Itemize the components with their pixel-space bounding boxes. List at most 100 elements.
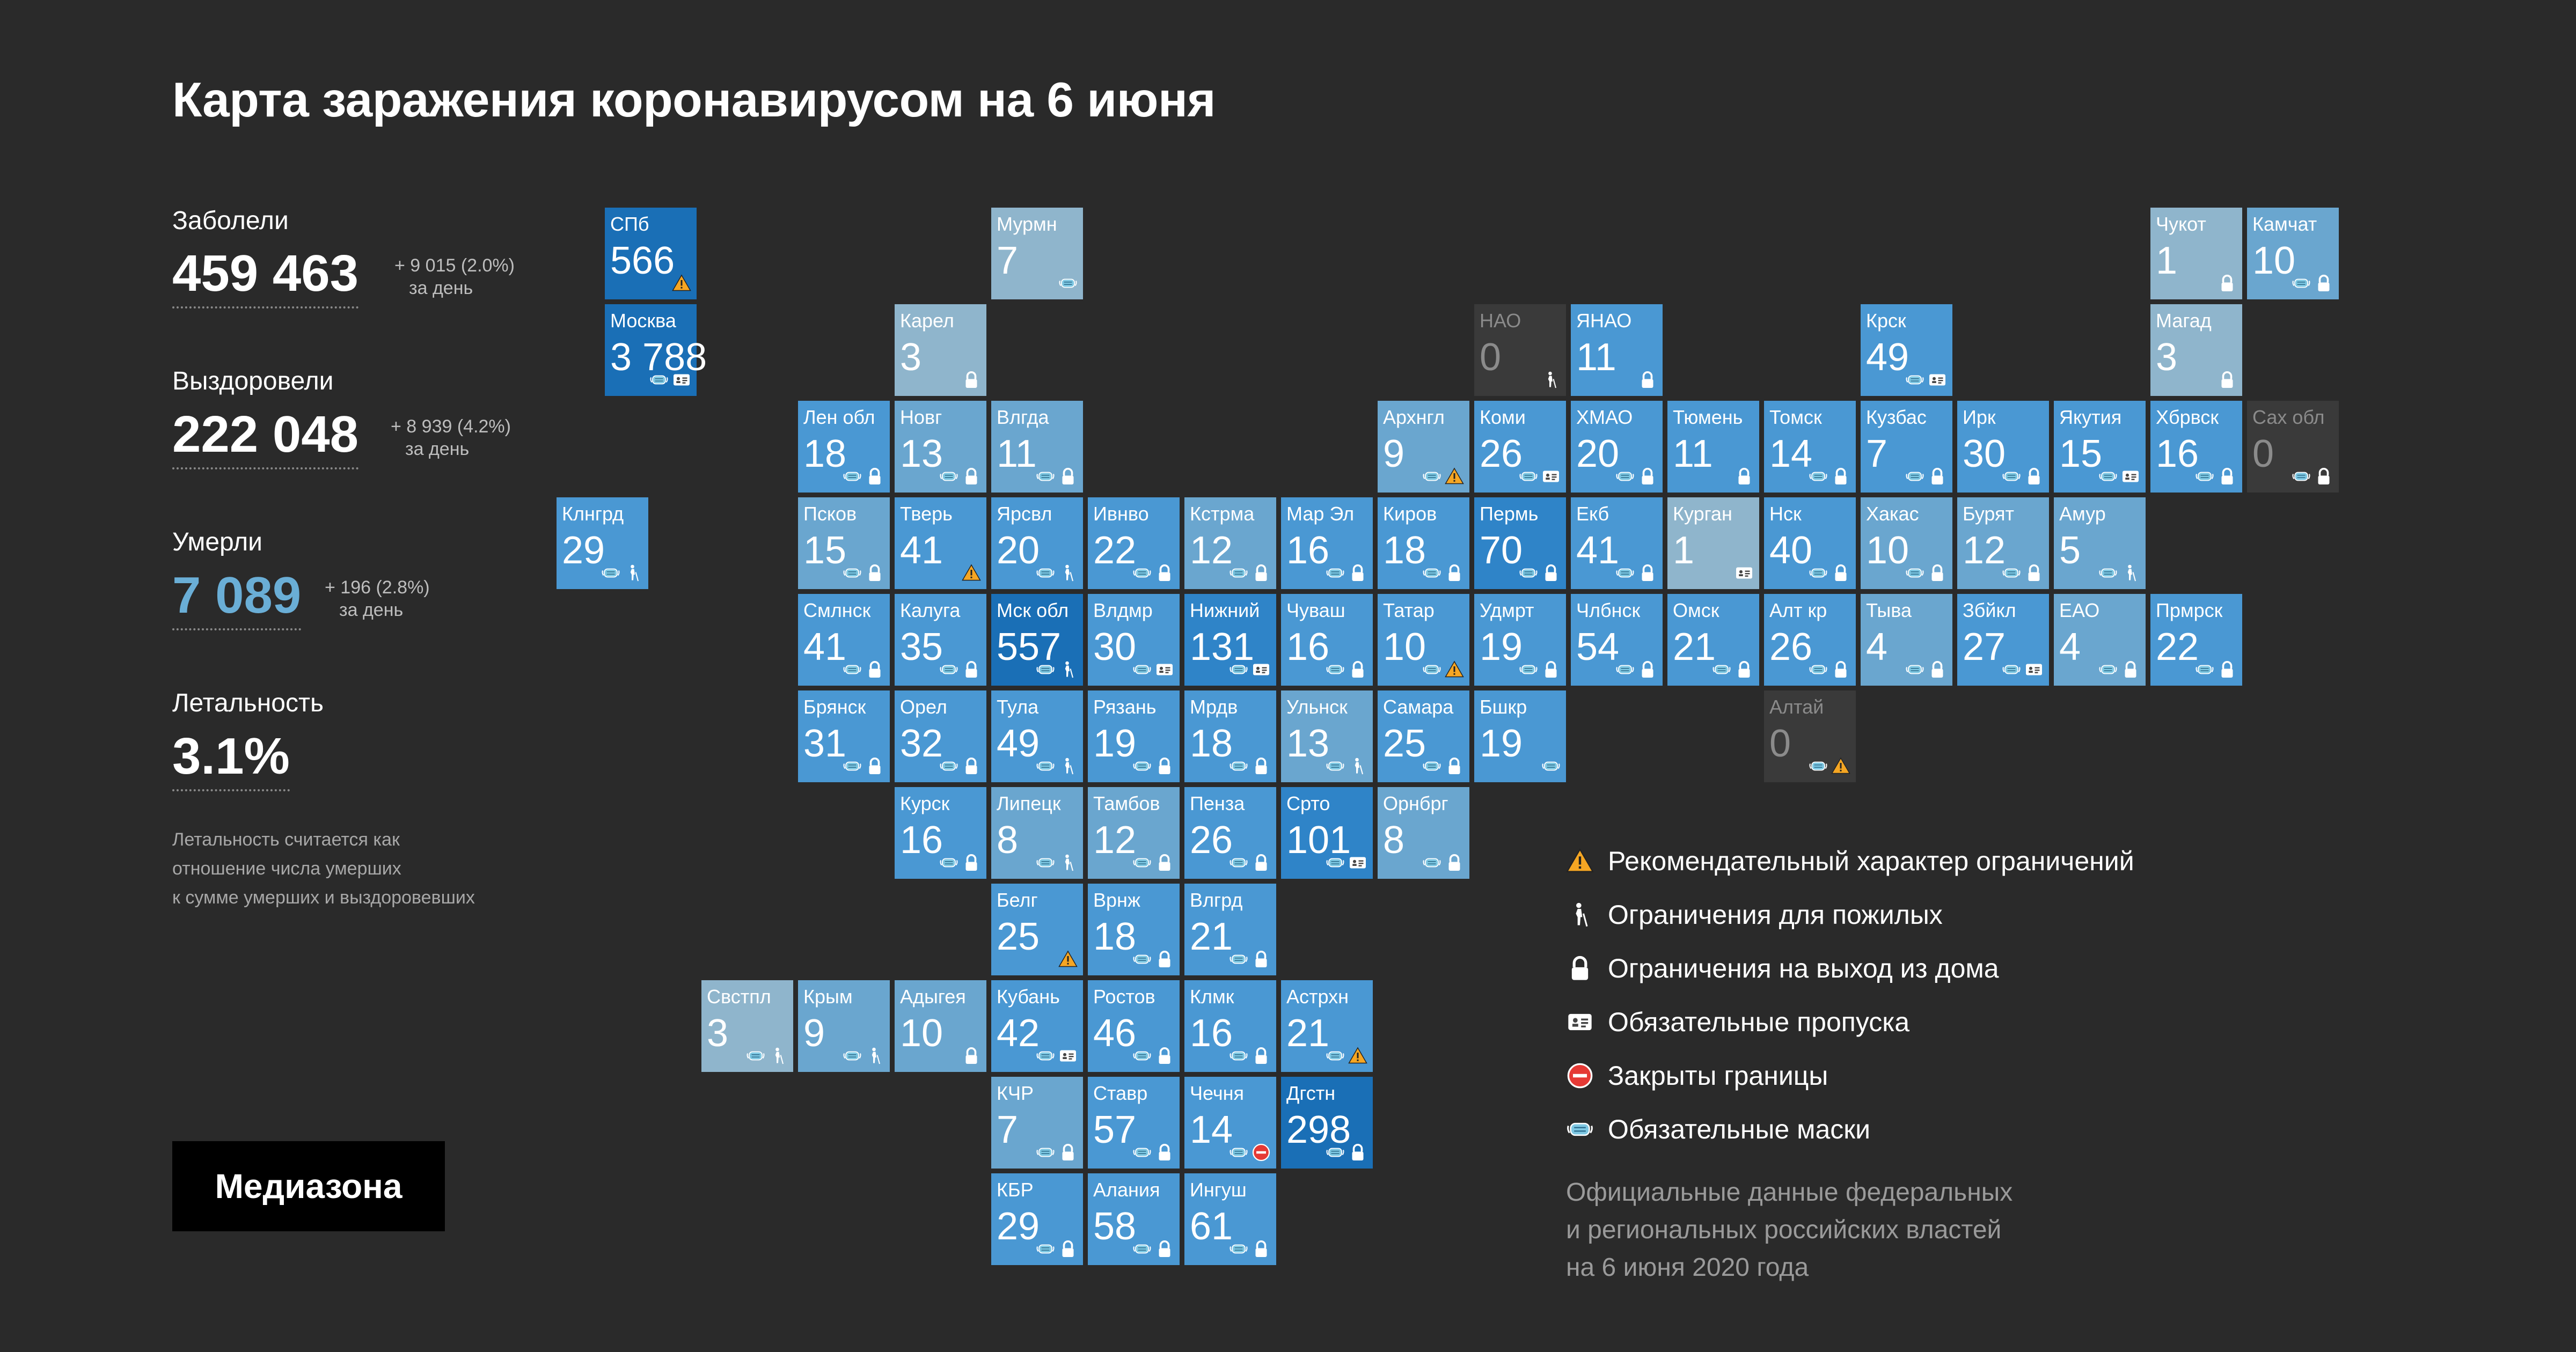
- region-tile[interactable]: Дгстн 298: [1281, 1077, 1373, 1169]
- region-tile[interactable]: Адыгея 10: [895, 980, 986, 1072]
- region-tile[interactable]: КЧР 7: [991, 1077, 1083, 1169]
- region-cases: 3: [2156, 336, 2178, 379]
- pass-icon: [672, 370, 691, 390]
- region-tile[interactable]: Рязань 19: [1088, 690, 1180, 782]
- region-tile[interactable]: Тверь 41: [895, 497, 986, 589]
- region-tile[interactable]: Влдмр 30: [1088, 594, 1180, 686]
- region-tile[interactable]: Ростов 46: [1088, 980, 1180, 1072]
- region-tile[interactable]: Чукот 1: [2150, 208, 2242, 299]
- region-tile[interactable]: Алт кр 26: [1764, 594, 1856, 686]
- region-cases: 7: [1866, 432, 1888, 475]
- region-tile[interactable]: Хакас 10: [1861, 497, 1952, 589]
- region-tile[interactable]: Карел 3: [895, 304, 986, 396]
- region-tile[interactable]: Тюмень 11: [1667, 401, 1759, 493]
- region-tile[interactable]: Клмк 16: [1184, 980, 1276, 1072]
- lock-icon: [1252, 853, 1271, 872]
- region-tile[interactable]: Татар 10: [1378, 594, 1469, 686]
- region-tile[interactable]: Коми 26: [1474, 401, 1566, 493]
- region-tile[interactable]: Чечня 14: [1184, 1077, 1276, 1169]
- region-tile[interactable]: Липецк 8: [991, 787, 1083, 879]
- region-label: Нижний: [1190, 599, 1260, 621]
- region-tile[interactable]: Кузбас 7: [1861, 401, 1952, 493]
- region-tile[interactable]: Тыва 4: [1861, 594, 1952, 686]
- region-tile[interactable]: Влгрд 21: [1184, 884, 1276, 975]
- region-tile[interactable]: Псков 15: [798, 497, 890, 589]
- region-tile[interactable]: Амур 5: [2054, 497, 2146, 589]
- region-tile[interactable]: Томск 14: [1764, 401, 1856, 493]
- region-tile[interactable]: Курск 16: [895, 787, 986, 879]
- region-tile[interactable]: ХМАО 20: [1571, 401, 1663, 493]
- mediazona-logo[interactable]: Медиазона: [172, 1141, 445, 1231]
- region-tile[interactable]: Ульнск 13: [1281, 690, 1373, 782]
- region-tile[interactable]: Крым 9: [798, 980, 890, 1072]
- region-tile[interactable]: Алтай 0: [1764, 690, 1856, 782]
- region-tile[interactable]: Белг 25: [991, 884, 1083, 975]
- region-tile[interactable]: Свстпл 3: [701, 980, 793, 1072]
- region-tile[interactable]: Мск обл 557: [991, 594, 1083, 686]
- region-tile[interactable]: Члбнск 54: [1571, 594, 1663, 686]
- region-tile[interactable]: Чуваш 16: [1281, 594, 1373, 686]
- mask-icon: [1229, 950, 1248, 969]
- region-tile[interactable]: Прмрск 22: [2150, 594, 2242, 686]
- region-tile[interactable]: Астрхн 21: [1281, 980, 1373, 1072]
- region-tile[interactable]: Ирк 30: [1957, 401, 2049, 493]
- region-tile[interactable]: Калуга 35: [895, 594, 986, 686]
- region-tile[interactable]: Камчат 10: [2247, 208, 2339, 299]
- region-tile[interactable]: СПб 566: [605, 208, 697, 299]
- region-cases: 14: [1769, 432, 1813, 475]
- region-tile[interactable]: Курган 1: [1667, 497, 1759, 589]
- region-tile[interactable]: Ставр 57: [1088, 1077, 1180, 1169]
- region-tile[interactable]: Удмрт 19: [1474, 594, 1566, 686]
- region-tile[interactable]: Крск 49: [1861, 304, 1952, 396]
- region-tile[interactable]: Мар Эл 16: [1281, 497, 1373, 589]
- region-tile[interactable]: Пермь 70: [1474, 497, 1566, 589]
- region-tile[interactable]: Врнж 18: [1088, 884, 1180, 975]
- mask-icon: [1229, 563, 1248, 583]
- region-tile[interactable]: Ингуш 61: [1184, 1173, 1276, 1265]
- region-tile[interactable]: Кстрма 12: [1184, 497, 1276, 589]
- region-tile[interactable]: Бшкр 19: [1474, 690, 1566, 782]
- region-tile[interactable]: Киров 18: [1378, 497, 1469, 589]
- region-tile[interactable]: Смлнск 41: [798, 594, 890, 686]
- region-tile[interactable]: Нижний 131: [1184, 594, 1276, 686]
- region-tile[interactable]: Орел 32: [895, 690, 986, 782]
- region-cases: 10: [1866, 529, 1909, 572]
- region-tile[interactable]: Збйкл 27: [1957, 594, 2049, 686]
- region-tile[interactable]: Пенза 26: [1184, 787, 1276, 879]
- region-tile[interactable]: Магад 3: [2150, 304, 2242, 396]
- region-tile[interactable]: Омск 21: [1667, 594, 1759, 686]
- region-tile[interactable]: Самара 25: [1378, 690, 1469, 782]
- region-tile[interactable]: Нск 40: [1764, 497, 1856, 589]
- region-tile[interactable]: Сах обл 0: [2247, 401, 2339, 493]
- region-tile[interactable]: ЕАО 4: [2054, 594, 2146, 686]
- region-tile[interactable]: Архнгл 9: [1378, 401, 1469, 493]
- region-tile[interactable]: Тамбов 12: [1088, 787, 1180, 879]
- region-tile[interactable]: Бурят 12: [1957, 497, 2049, 589]
- region-tile[interactable]: Екб 41: [1571, 497, 1663, 589]
- region-tile[interactable]: Якутия 15: [2054, 401, 2146, 493]
- region-tile[interactable]: Влгда 11: [991, 401, 1083, 493]
- region-tile[interactable]: ЯНАО 11: [1571, 304, 1663, 396]
- region-tile[interactable]: Кубань 42: [991, 980, 1083, 1072]
- region-tile[interactable]: Хбрвск 16: [2150, 401, 2242, 493]
- region-tile[interactable]: Ивнво 22: [1088, 497, 1180, 589]
- region-tile[interactable]: Срто 101: [1281, 787, 1373, 879]
- region-tile[interactable]: Алания 58: [1088, 1173, 1180, 1265]
- region-tile[interactable]: Орнбрг 8: [1378, 787, 1469, 879]
- region-tile[interactable]: Ярсвл 20: [991, 497, 1083, 589]
- region-tile[interactable]: НАО 0: [1474, 304, 1566, 396]
- region-cases: 20: [1576, 432, 1620, 475]
- region-tile[interactable]: Москва 3 788: [605, 304, 707, 396]
- lock-icon: [962, 853, 981, 872]
- region-tile[interactable]: Мрдв 18: [1184, 690, 1276, 782]
- region-tile[interactable]: Тула 49: [991, 690, 1083, 782]
- region-cases: 0: [2252, 432, 2274, 475]
- region-tile[interactable]: Новг 13: [895, 401, 986, 493]
- region-tile[interactable]: Клнгрд 29: [557, 497, 648, 589]
- region-tile[interactable]: Брянск 31: [798, 690, 890, 782]
- region-label: Камчат: [2252, 213, 2317, 235]
- region-icons: [1229, 660, 1271, 679]
- region-tile[interactable]: Лен обл 18: [798, 401, 890, 493]
- region-tile[interactable]: Мурмн 7: [991, 208, 1083, 299]
- region-tile[interactable]: КБР 29: [991, 1173, 1083, 1265]
